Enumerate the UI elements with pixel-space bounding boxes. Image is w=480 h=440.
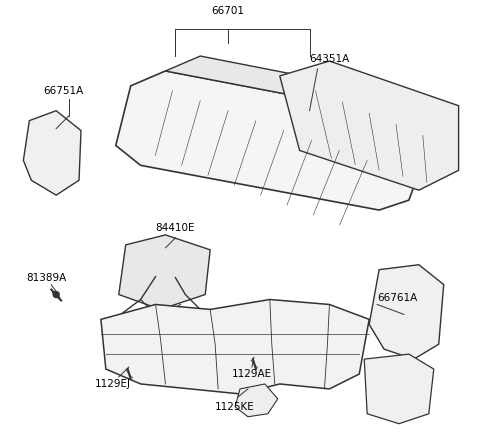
- Polygon shape: [369, 265, 444, 359]
- Polygon shape: [235, 384, 278, 417]
- Polygon shape: [101, 300, 369, 394]
- Polygon shape: [24, 111, 81, 195]
- Polygon shape: [116, 71, 429, 210]
- Polygon shape: [280, 61, 458, 190]
- Text: 66761A: 66761A: [377, 293, 417, 303]
- Text: 84410E: 84410E: [156, 223, 195, 233]
- Text: 66751A: 66751A: [43, 86, 83, 96]
- Polygon shape: [119, 235, 210, 309]
- Circle shape: [53, 292, 59, 297]
- Text: 66701: 66701: [212, 6, 245, 16]
- Text: 1129AE: 1129AE: [232, 369, 272, 379]
- Bar: [389, 309, 409, 324]
- Text: 1125KE: 1125KE: [215, 402, 255, 412]
- Polygon shape: [399, 101, 458, 146]
- Text: 64351A: 64351A: [309, 54, 349, 64]
- Polygon shape: [166, 56, 429, 116]
- Polygon shape: [364, 354, 434, 424]
- Bar: [31, 134, 49, 146]
- Text: 81389A: 81389A: [26, 273, 66, 282]
- Text: 1129EJ: 1129EJ: [95, 379, 131, 389]
